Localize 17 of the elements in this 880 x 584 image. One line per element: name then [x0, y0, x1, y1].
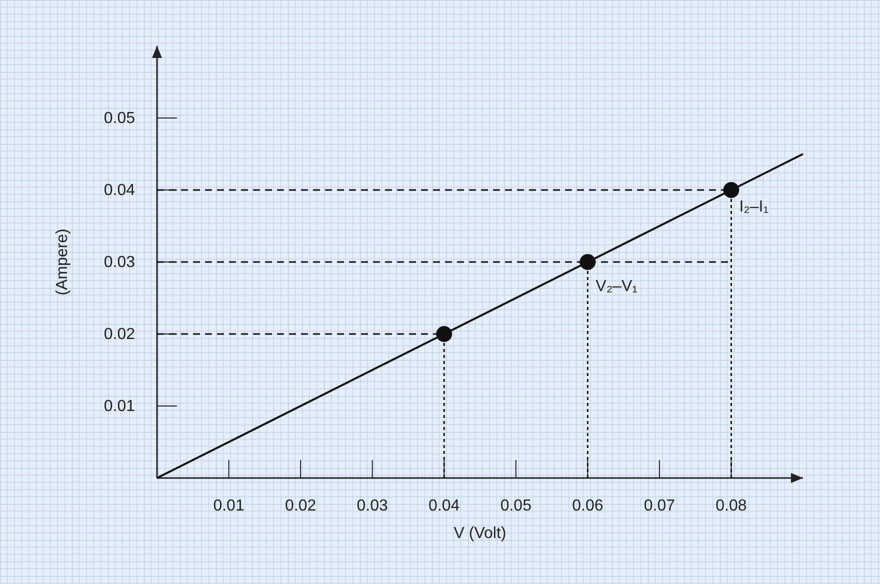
- x-tick-label: 0.04: [428, 497, 460, 514]
- x-tick-label: 0.07: [644, 497, 676, 514]
- x-tick-label: 0.03: [356, 497, 388, 514]
- y-axis-title: (Ampere): [54, 228, 71, 296]
- y-tick-label: 0.05: [104, 110, 136, 128]
- y-tick-label: 0.01: [104, 398, 136, 416]
- x-tick-label: 0.08: [716, 497, 747, 514]
- y-tick-label: 0.02: [104, 326, 136, 344]
- x-tick-label: 0.02: [284, 497, 316, 514]
- annotation: I₂–I₁: [739, 198, 769, 216]
- y-tick-label: 0.03: [104, 254, 136, 272]
- x-tick-label: 0.06: [572, 497, 604, 514]
- x-tick-label: 0.01: [213, 497, 244, 514]
- x-tick-label: 0.05: [500, 497, 532, 514]
- annotation: V₂–V₁: [596, 278, 638, 295]
- x-axis-title: V (Volt): [454, 525, 506, 542]
- y-tick-label: 0.04: [104, 182, 136, 200]
